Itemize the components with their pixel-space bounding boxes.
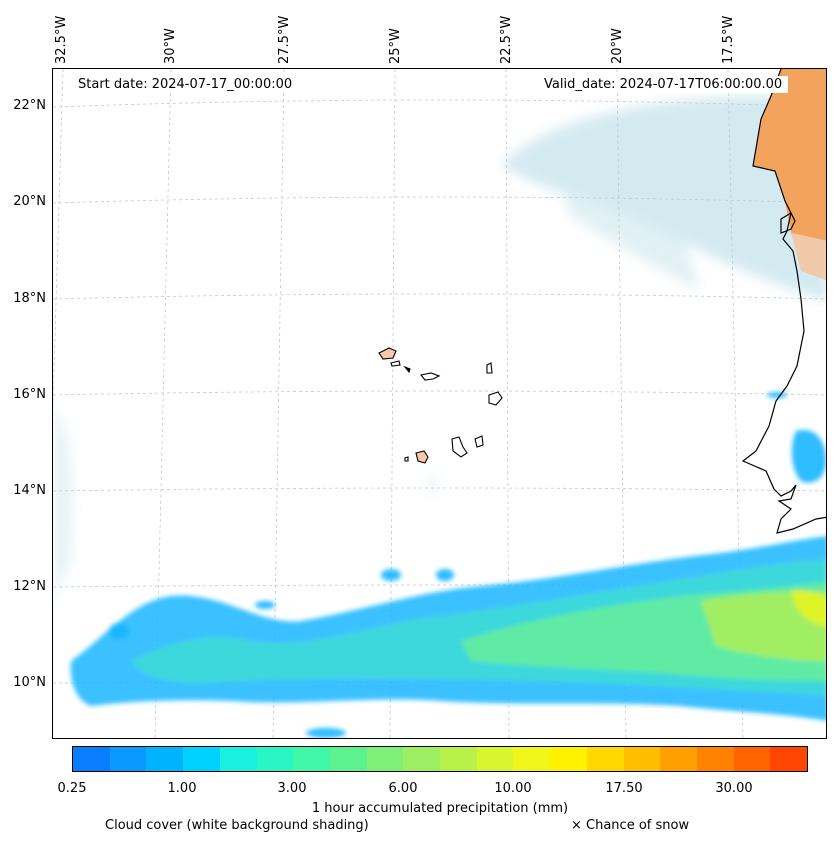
colorbar-swatch-3	[183, 747, 220, 771]
colorbar-swatch-15	[623, 747, 661, 771]
lat-label-10N: 10°N	[13, 675, 46, 690]
lat-label-14N: 14°N	[13, 483, 46, 498]
lon-label-22.5W: 22.5°W	[499, 15, 514, 64]
colorbar-swatch-1	[109, 747, 147, 771]
valid-date-label: Valid_date: 2024-07-17T06:00:00.00	[538, 76, 789, 93]
colorbar-swatch-11	[476, 747, 514, 771]
coastline	[741, 69, 826, 534]
lon-label-25W: 25°W	[388, 28, 403, 64]
cloud-cover-legend: Cloud cover (white background shading)	[105, 818, 369, 833]
colorbar-tick-5: 17.50	[605, 781, 643, 796]
colorbar-tick-4: 10.00	[494, 781, 532, 796]
colorbar-swatch-8	[366, 747, 404, 771]
precipitation-band	[70, 392, 826, 738]
map-panel	[52, 68, 827, 739]
map-canvas	[53, 69, 826, 738]
colorbar-swatch-19	[770, 747, 808, 771]
lat-label-22N: 22°N	[13, 98, 46, 113]
colorbar-swatch-14	[586, 747, 624, 771]
africa-land	[753, 69, 826, 281]
precipitation-colorbar	[72, 746, 808, 772]
cloud-cover-shading	[53, 96, 826, 601]
lat-label-20N: 20°N	[13, 194, 46, 209]
colorbar-swatch-17	[696, 747, 734, 771]
lat-label-18N: 18°N	[13, 291, 46, 306]
start-date-label: Start date: 2024-07-17_00:00:00	[72, 76, 299, 93]
colorbar-swatch-10	[440, 747, 477, 771]
snow-legend: × Chance of snow	[571, 818, 690, 833]
colorbar-title: 1 hour accumulated precipitation (mm)	[311, 801, 569, 816]
colorbar-swatch-6	[293, 747, 330, 771]
colorbar-tick-6: 30.00	[715, 781, 753, 796]
colorbar-tick-3: 6.00	[388, 781, 418, 796]
colorbar-swatch-5	[256, 747, 294, 771]
colorbar-swatch-12	[513, 747, 551, 771]
lat-label-12N: 12°N	[13, 579, 46, 594]
colorbar-swatch-9	[403, 747, 441, 771]
colorbar-swatch-7	[329, 747, 367, 771]
lon-label-17.5W: 17.5°W	[721, 15, 736, 64]
colorbar-swatch-2	[146, 747, 184, 771]
lon-label-30W: 30°W	[163, 28, 178, 64]
colorbar-tick-0: 0.25	[57, 781, 87, 796]
colorbar-swatch-13	[550, 747, 587, 771]
colorbar-swatch-16	[660, 747, 697, 771]
colorbar-swatch-0	[73, 747, 110, 771]
lat-label-16N: 16°N	[13, 387, 46, 402]
colorbar-swatch-4	[219, 747, 257, 771]
lon-label-27.5W: 27.5°W	[277, 15, 292, 64]
lon-label-20W: 20°W	[610, 28, 625, 64]
cape-verde-islands	[378, 347, 503, 464]
colorbar-tick-2: 3.00	[277, 781, 307, 796]
lon-label-32.5W: 32.5°W	[54, 15, 69, 64]
colorbar-tick-1: 1.00	[167, 781, 197, 796]
colorbar-swatch-18	[733, 747, 771, 771]
